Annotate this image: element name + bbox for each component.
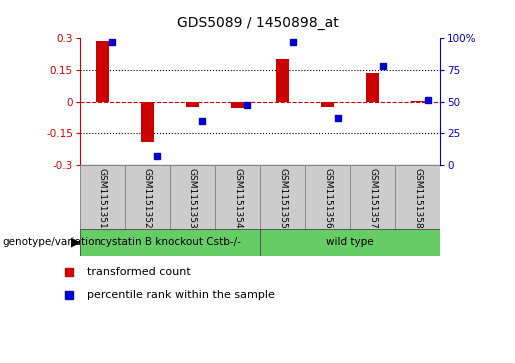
Text: GDS5089 / 1450898_at: GDS5089 / 1450898_at bbox=[177, 16, 338, 30]
Bar bbox=[411, 101, 424, 102]
Bar bbox=[141, 102, 154, 142]
Text: GSM1151351: GSM1151351 bbox=[98, 168, 107, 229]
Bar bbox=[366, 73, 380, 102]
Text: genotype/variation: genotype/variation bbox=[3, 237, 101, 247]
Bar bbox=[260, 229, 440, 256]
Text: percentile rank within the sample: percentile rank within the sample bbox=[87, 290, 275, 300]
Text: GSM1151353: GSM1151353 bbox=[188, 168, 197, 229]
Bar bbox=[80, 229, 260, 256]
Text: GSM1151352: GSM1151352 bbox=[143, 168, 152, 229]
Text: wild type: wild type bbox=[327, 237, 374, 247]
Bar bbox=[215, 165, 260, 229]
Bar bbox=[96, 41, 109, 102]
Bar bbox=[170, 165, 215, 229]
Text: GSM1151358: GSM1151358 bbox=[414, 168, 422, 229]
Bar bbox=[80, 165, 125, 229]
Text: GSM1151354: GSM1151354 bbox=[233, 168, 242, 229]
Bar bbox=[231, 102, 244, 108]
Bar bbox=[186, 102, 199, 107]
Bar bbox=[305, 165, 350, 229]
Bar bbox=[276, 59, 289, 102]
Bar bbox=[260, 165, 305, 229]
Bar bbox=[350, 165, 396, 229]
Text: cystatin B knockout Cstb-/-: cystatin B knockout Cstb-/- bbox=[99, 237, 241, 247]
Text: GSM1151355: GSM1151355 bbox=[278, 168, 287, 229]
Bar bbox=[321, 102, 334, 107]
Text: transformed count: transformed count bbox=[87, 267, 191, 277]
Text: GSM1151357: GSM1151357 bbox=[368, 168, 377, 229]
Text: ▶: ▶ bbox=[71, 236, 81, 249]
Text: GSM1151356: GSM1151356 bbox=[323, 168, 332, 229]
Bar bbox=[396, 165, 440, 229]
Bar bbox=[125, 165, 170, 229]
